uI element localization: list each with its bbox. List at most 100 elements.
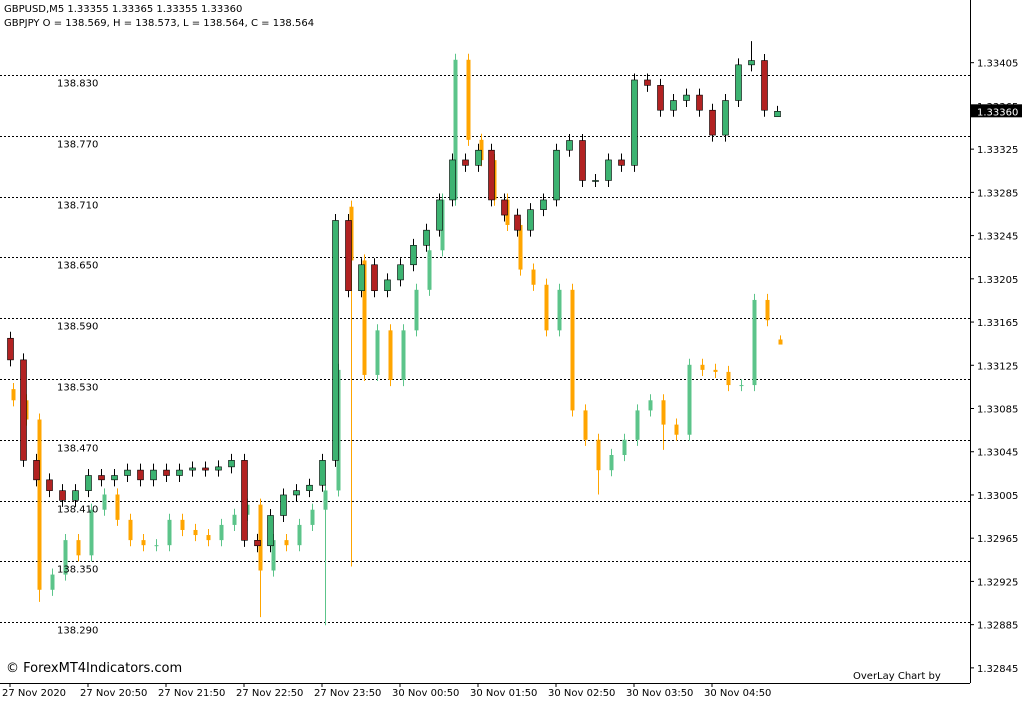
candle-body — [765, 299, 770, 321]
y2-tick-label: 138.710 — [57, 201, 98, 212]
candle-body — [202, 467, 209, 471]
y-tick-label: 1.33045 — [977, 448, 1018, 459]
x-tick-label: 27 Nov 21:50 — [158, 688, 225, 699]
candle-body — [176, 469, 183, 476]
candle-body — [7, 337, 14, 361]
candle-body — [674, 424, 679, 435]
candle-body — [63, 540, 68, 575]
y2-tick-label: 138.770 — [57, 140, 98, 151]
y-tick-label: 1.32885 — [977, 621, 1018, 632]
candle-body — [518, 224, 523, 270]
candle-body — [453, 59, 458, 200]
candle-body — [33, 460, 40, 481]
candle-body — [722, 100, 729, 136]
x-tick-label: 27 Nov 20:50 — [80, 688, 147, 699]
candle-body — [739, 385, 744, 387]
candle-body — [189, 467, 196, 471]
candle-body — [570, 289, 575, 411]
y-tick-label: 1.33205 — [977, 275, 1018, 286]
candle-body — [700, 364, 705, 370]
x-tick-label: 30 Nov 03:50 — [626, 688, 693, 699]
candle-body — [271, 540, 276, 571]
candle-body — [297, 524, 302, 546]
candle-body — [280, 494, 287, 516]
candle-body — [72, 490, 79, 501]
candle-body — [154, 545, 159, 547]
grid — [0, 75, 970, 623]
y-tick-label: 1.33125 — [977, 361, 1018, 372]
candle-body — [89, 509, 94, 556]
candle-body — [323, 490, 328, 510]
x-tick-label: 27 Nov 22:50 — [236, 688, 303, 699]
candle-body — [713, 369, 718, 372]
candle-body — [228, 460, 235, 468]
candle-body — [111, 475, 118, 481]
candle-body — [778, 339, 783, 345]
candle-body — [661, 400, 666, 425]
candle-body — [46, 479, 53, 491]
y-tick-label: 1.33005 — [977, 491, 1018, 502]
candle-body — [592, 180, 599, 182]
candle-body — [670, 100, 677, 111]
candle-body — [735, 64, 742, 101]
candle-body — [427, 250, 432, 290]
candle-body — [375, 330, 380, 375]
candle-body — [449, 159, 456, 201]
y2-tick-label: 138.290 — [57, 626, 98, 637]
candle-body — [215, 466, 222, 471]
x-tick-label: 30 Nov 02:50 — [548, 688, 615, 699]
candle-body — [761, 60, 768, 111]
y-tick-label: 1.32925 — [977, 577, 1018, 588]
candle-body — [531, 269, 536, 285]
candle-body — [306, 484, 313, 491]
credit: © ForexMT4Indicators.com — [6, 661, 182, 676]
candle-body — [232, 514, 237, 525]
candle-body — [206, 535, 211, 541]
candle-body — [371, 264, 378, 292]
candle-body — [436, 199, 443, 231]
chart-title: GBPUSD,M5 1.33355 1.33365 1.33355 1.3336… — [4, 4, 242, 15]
y2-tick-label: 138.350 — [57, 565, 98, 576]
candle-body — [414, 289, 419, 331]
candle-body — [102, 494, 107, 510]
candle-body — [150, 469, 157, 481]
indicator-name: OverLay Chart by — [853, 671, 941, 682]
y-tick-label: 1.33405 — [977, 59, 1018, 70]
candle-body — [501, 199, 508, 216]
x-tick-label: 30 Nov 00:50 — [392, 688, 459, 699]
candle-body — [85, 475, 92, 491]
candle-body — [267, 515, 274, 547]
y-tick-label: 1.32845 — [977, 664, 1018, 675]
candle-body — [748, 60, 755, 66]
candle-body — [631, 79, 638, 166]
candle-body — [319, 460, 326, 486]
candle-body — [644, 79, 651, 86]
candles — [7, 41, 783, 626]
price-label: 1.33360 — [977, 107, 1018, 118]
candle-body — [410, 245, 417, 266]
candle-body — [752, 299, 757, 386]
candle-body — [423, 229, 430, 246]
candle-body — [635, 410, 640, 440]
y-tick-label: 1.32965 — [977, 534, 1018, 545]
candle-body — [163, 469, 170, 476]
x-tick-label: 27 Nov 2020 — [2, 688, 66, 699]
candle-body — [544, 284, 549, 331]
candle-body — [137, 469, 144, 481]
candle-body — [683, 94, 690, 101]
candle-body — [141, 540, 146, 546]
labels: 138.830 138.770 138.710 138.650 138.590 138.5… — [2, 59, 1022, 699]
candle-body — [362, 260, 367, 375]
y-tick-label: 1.33325 — [977, 145, 1018, 156]
candle-body — [475, 149, 482, 166]
candle-body — [388, 330, 393, 381]
candle-body — [37, 419, 42, 590]
y-tick-label: 1.33285 — [977, 188, 1018, 199]
candle-body — [687, 364, 692, 435]
candle-body — [696, 94, 703, 111]
candle-body — [180, 519, 185, 530]
candle-body — [488, 149, 495, 201]
candle-body — [401, 330, 406, 381]
x-tick-label: 30 Nov 01:50 — [470, 688, 537, 699]
